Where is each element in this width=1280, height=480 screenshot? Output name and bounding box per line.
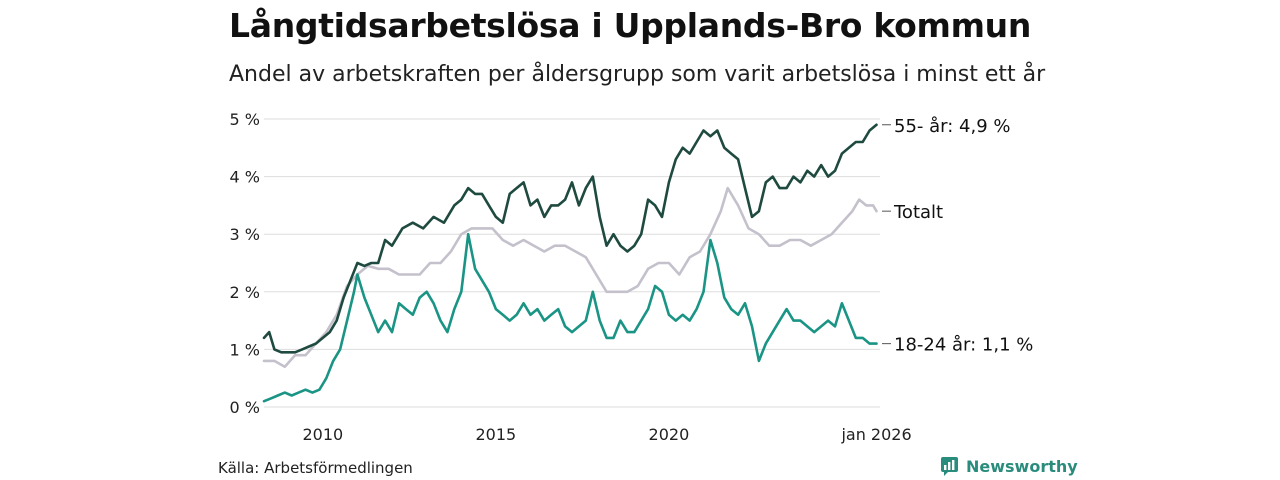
source-note: Källa: Arbetsförmedlingen <box>218 459 413 477</box>
newsworthy-logo-icon <box>941 457 958 476</box>
y-tick-label: 3 % <box>230 225 260 244</box>
series-end-label: 18-24 år: 1,1 % <box>894 335 1033 356</box>
series-line-55-r <box>262 123 878 354</box>
series-end-label: Totalt <box>893 202 943 223</box>
series-line-totalt <box>262 186 878 368</box>
y-tick-label: 0 % <box>230 398 260 417</box>
y-tick-label: 1 % <box>230 340 260 359</box>
x-tick-label: 2015 <box>476 425 517 444</box>
series-line-18-24-r <box>262 232 878 403</box>
y-tick-label: 5 % <box>230 110 260 129</box>
brand-logo: Newsworthy <box>940 456 1078 476</box>
chart-title: Långtidsarbetslösa i Upplands-Bro kommun <box>229 6 1032 45</box>
x-tick-label: jan 2026 <box>840 425 911 444</box>
y-tick-label: 2 % <box>230 283 260 302</box>
y-tick-label: 4 % <box>230 168 260 187</box>
x-tick-label: 2020 <box>649 425 690 444</box>
x-tick-label: 2010 <box>302 425 343 444</box>
brand-name: Newsworthy <box>966 456 1078 476</box>
chart-subtitle: Andel av arbetskraften per åldersgrupp s… <box>229 62 1046 87</box>
series-end-label: 55- år: 4,9 % <box>894 116 1010 137</box>
